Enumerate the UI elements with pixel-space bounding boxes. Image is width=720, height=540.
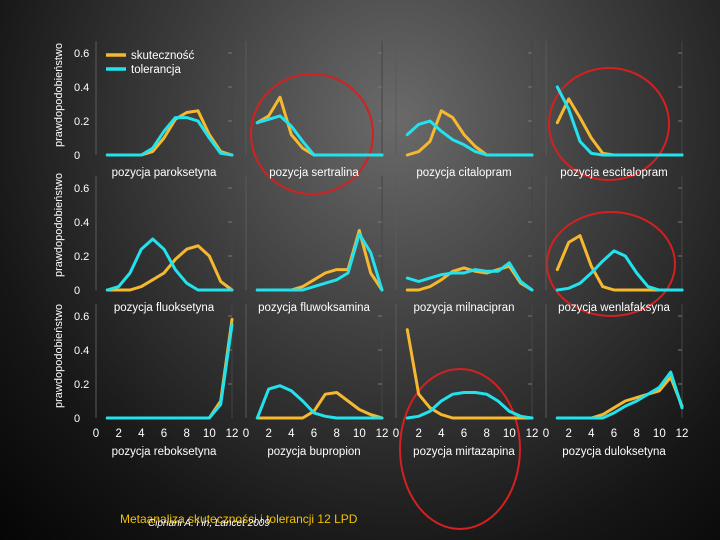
panel-title-fluwoksamina: pozycja fluwoksamina	[258, 302, 370, 314]
y-tick-label: 0	[74, 150, 80, 162]
y-tick-label: 0.4	[74, 82, 89, 94]
x-tick-label: 6	[161, 428, 167, 440]
panel-title-wenlafaksyna: pozycja wenlafaksyna	[558, 302, 670, 314]
x-tick-label: 0	[243, 428, 249, 440]
y-tick-label: 0.4	[74, 345, 89, 357]
x-tick-label: 10	[503, 428, 516, 440]
series-line-tolerance-bupropion	[255, 384, 384, 420]
panel-title-duloksetyna: pozycja duloksetyna	[562, 446, 666, 458]
x-tick-label: 8	[333, 428, 339, 440]
panel-title-fluoksetyna: pozycja fluoksetyna	[114, 302, 215, 314]
series-line-efficacy-fluoksetyna	[105, 244, 234, 292]
x-tick-label: 2	[265, 428, 271, 440]
panel-title-escitalopram: pozycja escitalopram	[560, 167, 667, 179]
panel-title-reboksetyna: pozycja reboksetyna	[112, 446, 217, 458]
x-tick-label: 12	[676, 428, 689, 440]
y-axis-label: prawdopodobieństwo	[53, 304, 65, 408]
series-line-tolerance-mirtazapina	[405, 391, 534, 420]
x-tick-label: 12	[526, 428, 539, 440]
series-line-efficacy-mirtazapina	[405, 328, 534, 420]
panel-title-milnacipran: pozycja milnacipran	[414, 302, 515, 314]
y-tick-label: 0.2	[74, 379, 89, 391]
series-line-efficacy-bupropion	[255, 391, 384, 420]
x-tick-label: 10	[353, 428, 366, 440]
y-tick-label: 0	[74, 413, 80, 425]
series-line-tolerance-duloksetyna	[555, 370, 684, 420]
y-axis-label: prawdopodobieństwo	[53, 173, 65, 277]
highlight-circle-wenlafaksyna	[546, 211, 676, 317]
x-tick-label: 10	[203, 428, 216, 440]
panel-title-sertralina: pozycja sertralina	[269, 167, 359, 179]
x-tick-label: 10	[653, 428, 666, 440]
x-tick-label: 4	[588, 428, 595, 440]
y-tick-label: 0.4	[74, 217, 89, 229]
footer-citation: Cipriani A. i in, Lancet 2009	[148, 518, 270, 529]
series-line-efficacy-milnacipran	[405, 264, 534, 292]
x-tick-label: 6	[461, 428, 467, 440]
x-tick-label: 4	[288, 428, 295, 440]
footer-note: Metaanaliza skuteczności i tolerancji 12…	[120, 512, 358, 526]
series-line-tolerance-fluwoksamina	[255, 232, 384, 292]
y-tick-label: 0.2	[74, 251, 89, 263]
series-line-tolerance-reboksetyna	[105, 323, 234, 420]
highlight-circle-escitalopram	[548, 67, 670, 181]
y-tick-label: 0.2	[74, 116, 89, 128]
series-line-tolerance-fluoksetyna	[105, 237, 234, 292]
y-tick-label: 0.6	[74, 48, 89, 60]
series-line-tolerance-escitalopram	[555, 85, 684, 157]
series-line-tolerance-wenlafaksyna	[555, 249, 684, 292]
panel-title-mirtazapina: pozycja mirtazapina	[413, 446, 515, 458]
x-tick-label: 6	[311, 428, 317, 440]
x-tick-label: 0	[393, 428, 399, 440]
series-line-efficacy-reboksetyna	[105, 317, 234, 420]
x-tick-label: 6	[611, 428, 617, 440]
panel-title-bupropion: pozycja bupropion	[267, 446, 360, 458]
highlight-circle-sertralina	[250, 73, 374, 195]
highlight-circle-mirtazapina	[399, 368, 521, 530]
series-line-efficacy-paroksetyna	[105, 109, 234, 157]
x-tick-label: 12	[226, 428, 239, 440]
x-tick-label: 2	[415, 428, 421, 440]
panel-title-citalopram: pozycja citalopram	[416, 167, 511, 179]
series-line-tolerance-citalopram	[405, 119, 534, 157]
legend-label-efficacy: skuteczność	[131, 50, 195, 62]
series-line-tolerance-sertralina	[255, 114, 384, 157]
x-tick-label: 4	[138, 428, 145, 440]
legend-label-tolerance: tolerancja	[131, 64, 181, 76]
x-tick-label: 2	[565, 428, 571, 440]
series-line-tolerance-paroksetyna	[105, 116, 234, 157]
x-tick-label: 12	[376, 428, 389, 440]
x-tick-label: 0	[543, 428, 549, 440]
series-line-efficacy-wenlafaksyna	[555, 234, 684, 292]
x-tick-label: 8	[483, 428, 489, 440]
y-axis-label: prawdopodobieństwo	[53, 43, 65, 147]
y-tick-label: 0.6	[74, 183, 89, 195]
x-tick-label: 2	[115, 428, 121, 440]
x-tick-label: 4	[438, 428, 445, 440]
x-tick-label: 8	[183, 428, 189, 440]
y-tick-label: 0	[74, 285, 80, 297]
series-line-tolerance-milnacipran	[405, 261, 534, 292]
x-tick-label: 8	[633, 428, 639, 440]
x-tick-label: 0	[93, 428, 99, 440]
panel-title-paroksetyna: pozycja paroksetyna	[112, 167, 217, 179]
series-line-efficacy-sertralina	[255, 95, 384, 157]
y-tick-label: 0.6	[74, 311, 89, 323]
